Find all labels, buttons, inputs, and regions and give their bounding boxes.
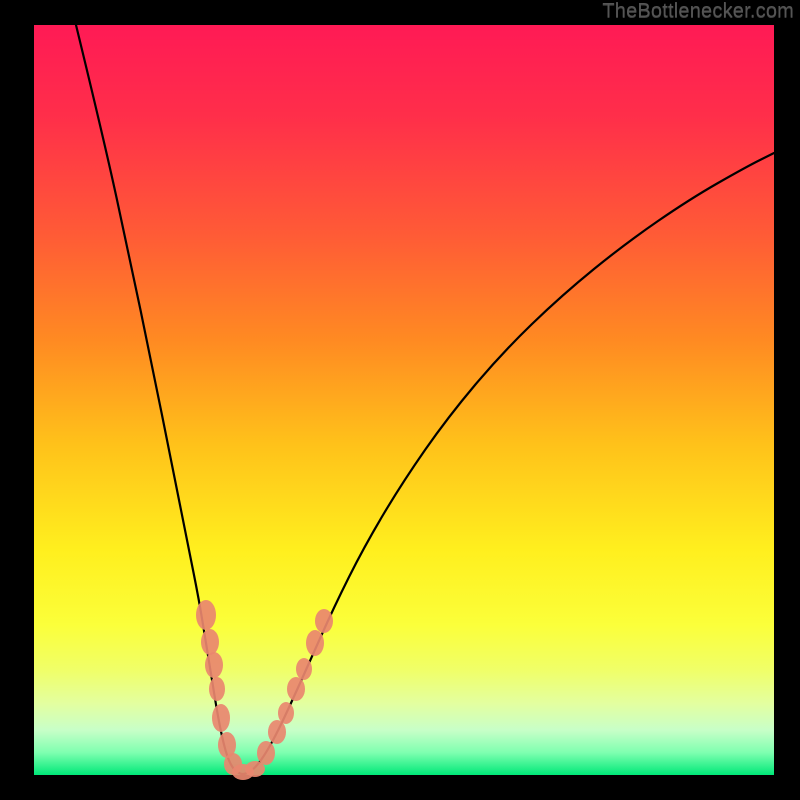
data-marker: [212, 704, 230, 732]
data-marker: [257, 741, 275, 765]
data-marker: [201, 629, 219, 655]
plot-area: [34, 25, 774, 775]
data-marker: [196, 600, 216, 630]
watermark-text: TheBottlenecker.com: [602, 0, 794, 23]
chart-frame: TheBottlenecker.com: [0, 0, 800, 800]
data-marker: [268, 720, 286, 744]
data-marker: [209, 677, 225, 701]
chart-svg: [0, 0, 800, 800]
data-marker: [296, 658, 312, 680]
data-marker: [306, 630, 324, 656]
data-marker: [287, 677, 305, 701]
data-marker: [278, 702, 294, 724]
data-marker: [315, 609, 333, 633]
data-marker: [205, 652, 223, 678]
